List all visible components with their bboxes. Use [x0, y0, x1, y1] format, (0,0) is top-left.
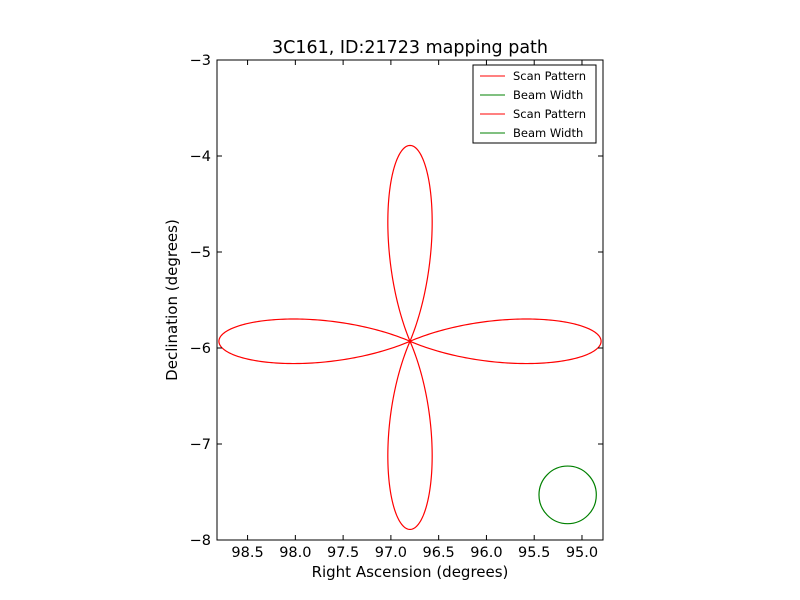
y-tick-label: −4: [190, 149, 211, 165]
y-tick-label: −6: [190, 341, 211, 357]
y-tick-label: −5: [190, 245, 211, 261]
x-tick-label: 97.0: [375, 545, 407, 561]
legend-box: [472, 64, 597, 144]
plot-content: [218, 144, 602, 531]
x-tick-label: 95.5: [518, 545, 550, 561]
legend-label-scan-pattern: Scan Pattern: [513, 69, 586, 83]
scan-pattern-path: [218, 144, 602, 531]
legend-label-beam-width: Beam Width: [513, 126, 583, 140]
axes-frame: [216, 59, 604, 541]
y-tick-label: −8: [190, 533, 211, 549]
x-tick-label: 96.5: [423, 545, 455, 561]
beam-width-circle: [538, 465, 597, 525]
x-tick-label: 96.0: [470, 545, 502, 561]
x-tick-label: 95.0: [566, 545, 598, 561]
y-tick-label: −7: [190, 437, 211, 453]
x-tick-label: 98.0: [279, 545, 311, 561]
y-tick-label: −3: [190, 53, 211, 69]
plot-area: [218, 144, 602, 531]
x-axis-label: Right Ascension (degrees): [312, 563, 509, 581]
y-axis-label: Declination (degrees): [163, 219, 181, 381]
axis-ticks: 98.5 98.0 97.5 97.0 96.5 96.0 95.5 95.0 −8 −7 −6 −5…: [190, 53, 603, 561]
chart-title: 3C161, ID:21723 mapping path: [272, 38, 548, 58]
x-tick-label: 97.5: [327, 545, 359, 561]
x-tick-label: 98.5: [231, 545, 263, 561]
legend-label-scan-pattern: Scan Pattern: [513, 107, 586, 121]
legend: Scan Pattern Beam Width Scan Pattern Bea…: [472, 64, 597, 144]
legend-label-beam-width: Beam Width: [513, 88, 583, 102]
